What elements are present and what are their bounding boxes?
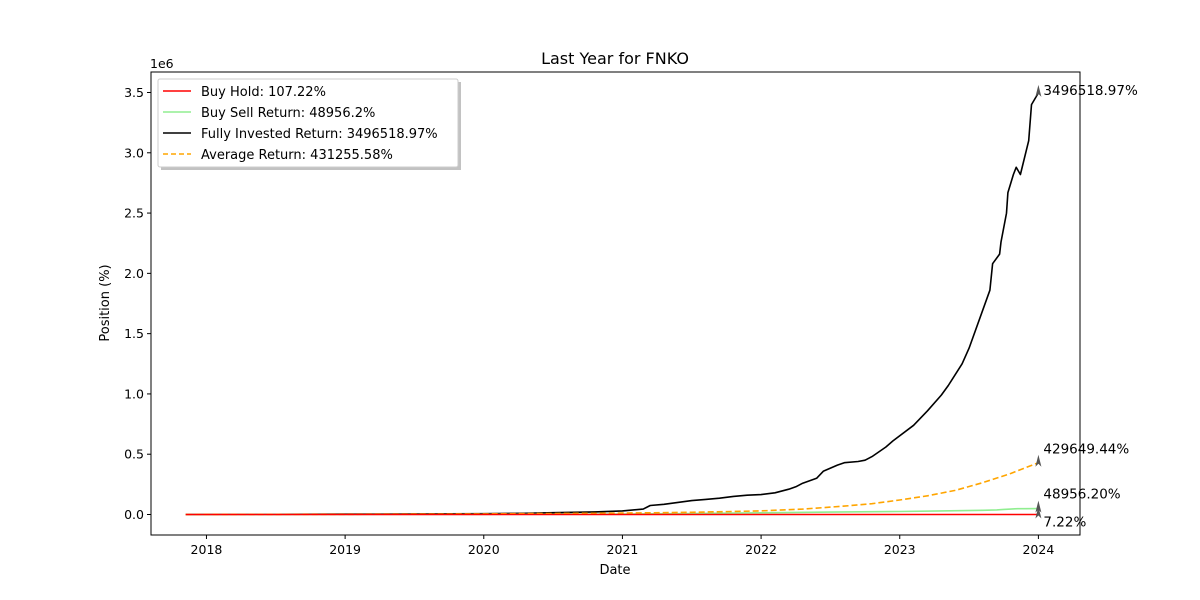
chart-title: Last Year for FNKO [541,49,689,68]
x-tick-label: 2019 [329,542,361,557]
plot-area: 2018 2019 2020 2021 2022 2023 2024 0.0 0.5 1.0 1.5… [124,71,1138,557]
y-axis-offset-label: 1e6 [150,56,174,71]
y-tick-label: 3.0 [124,145,144,160]
y-tick-label: 2.0 [124,266,144,281]
legend-label-2: Fully Invested Return: 3496518.97% [201,127,438,142]
x-tick-label: 2021 [607,542,639,557]
y-tick-label: 0.5 [124,447,144,462]
x-tick-label: 2020 [468,542,500,557]
x-tick-label: 2023 [884,542,916,557]
legend-box [157,78,459,168]
series-line-3 [185,461,1039,516]
legend-label-1: Buy Sell Return: 48956.2% [201,106,375,121]
y-tick-label: 1.0 [124,386,144,401]
y-tick-label: 2.5 [124,206,144,221]
x-axis-title: Date [599,563,630,578]
end-label-1: 48956.20% [1043,487,1120,503]
y-tick-label: 3.5 [124,85,144,100]
end-label-3: 429649.44% [1043,442,1129,458]
end-marker-2 [1035,84,1042,97]
x-tick-label: 2022 [745,542,777,557]
x-tick-label: 2018 [191,542,223,557]
end-label-2: 3496518.97% [1043,83,1138,99]
legend-label-3: Average Return: 431255.58% [201,148,393,163]
end-label-0: 7.22% [1043,514,1086,530]
end-marker-1 [1035,500,1042,513]
end-marker-0 [1035,506,1042,519]
y-axis-title: Position (%) [98,264,113,341]
plot-frame [150,71,1081,536]
y-tick-label: 1.5 [124,326,144,341]
legend: Buy Hold: 107.22% Buy Sell Return: 48956.… [157,78,461,170]
series-line-2 [185,92,1040,516]
end-marker-3 [1035,454,1042,467]
legend-label-0: Buy Hold: 107.22% [201,85,326,100]
x-tick-label: 2024 [1022,542,1054,557]
y-tick-label: 0.0 [124,507,144,522]
